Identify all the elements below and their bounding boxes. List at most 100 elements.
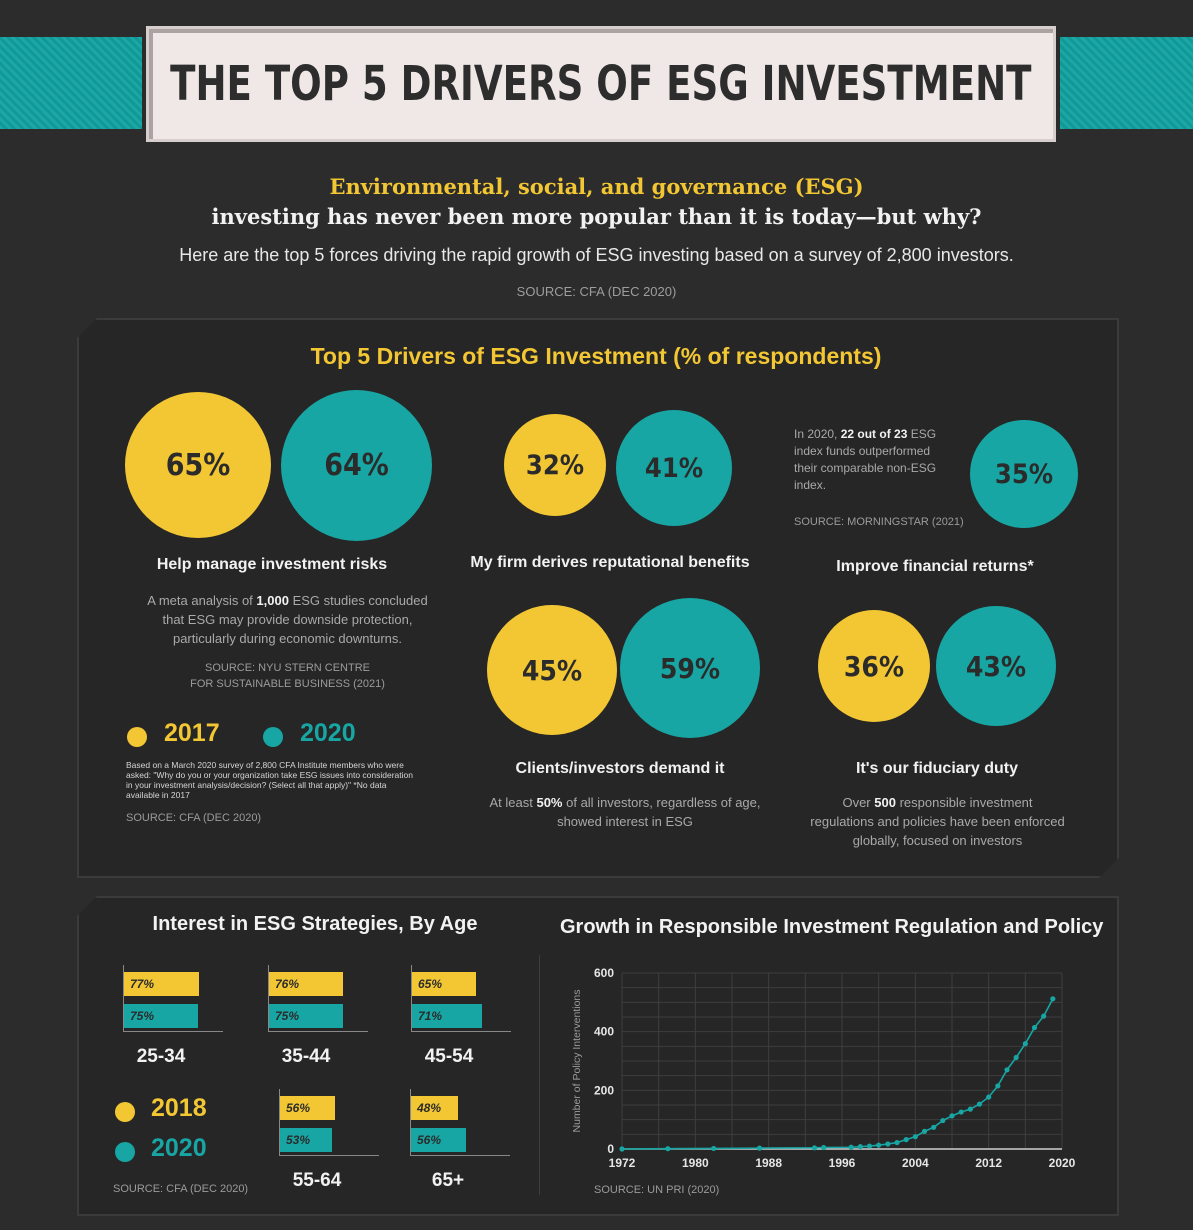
age-bar-2018-65+: 48%: [411, 1096, 459, 1120]
age-label-25-34: 25-34: [136, 1046, 186, 1067]
data-point: [894, 1139, 900, 1146]
x-tick-label: 2004: [902, 1156, 929, 1170]
data-point: [1031, 1024, 1038, 1031]
age-bar-2020-55-64: 53%: [280, 1128, 332, 1152]
data-point: [821, 1144, 827, 1151]
intro-line-1: Environmental, social, and governance (E…: [329, 174, 864, 199]
data-point: [857, 1144, 863, 1150]
data-point: [903, 1137, 909, 1143]
driver-5-2020-circle: 43%: [936, 606, 1056, 726]
data-point: [848, 1144, 854, 1150]
age-chart-title: Interest in ESG Strategies, By Age: [152, 913, 478, 935]
driver-3-note: In 2020, 22 out of 23 ESG index funds ou…: [794, 427, 937, 492]
x-tick-label: 1972: [609, 1156, 636, 1170]
x-tick-label: 1980: [682, 1156, 709, 1170]
driver-2-2020-circle: 41%: [616, 410, 732, 526]
driver-3-2020-circle: 35%: [970, 420, 1078, 528]
age-label-35-44: 35-44: [281, 1046, 331, 1067]
age-label-55-64: 55-64: [292, 1170, 342, 1191]
y-tick-label: 0: [607, 1142, 614, 1156]
data-point: [665, 1146, 671, 1152]
y-tick-label: 400: [594, 1025, 614, 1039]
age-bar-baseline: [410, 1155, 510, 1156]
data-point: [921, 1128, 928, 1134]
data-point: [949, 1113, 955, 1119]
data-point: [931, 1124, 937, 1130]
data-point: [885, 1141, 891, 1147]
drivers-source: SOURCE: CFA (DEC 2020): [126, 812, 262, 824]
charts-panel: [77, 896, 1119, 1216]
age-bar-2018-25-34: 77%: [124, 972, 200, 996]
intro-line-3: Here are the top 5 forces driving the ra…: [179, 245, 1014, 265]
data-point: [811, 1145, 818, 1151]
legend-2020-dot: [263, 727, 283, 747]
driver-4-desc: At least 50% of all investors, regardles…: [489, 795, 761, 829]
age-bar-axis: [123, 965, 124, 1031]
age-bar-axis: [279, 1089, 280, 1155]
data-point: [1050, 996, 1056, 1002]
age-bar-baseline: [279, 1155, 379, 1156]
data-point: [1041, 1013, 1047, 1019]
driver-5-2017-circle: 36%: [818, 610, 930, 722]
age-bar-axis: [268, 965, 269, 1031]
data-point: [912, 1134, 918, 1140]
data-point: [995, 1083, 1001, 1089]
driver-4-2017-circle: 45%: [487, 605, 617, 735]
y-axis-label: Number of Policy Interventions: [571, 990, 583, 1133]
intro-line-2: investing has never been more popular th…: [211, 204, 982, 229]
x-tick-label: 2020: [1049, 1156, 1076, 1170]
data-point: [986, 1094, 992, 1100]
line-chart-source: SOURCE: UN PRI (2020): [594, 1184, 720, 1196]
age-bar-2020-65+: 56%: [411, 1128, 466, 1152]
driver-1-2020-circle: 64%: [281, 390, 432, 541]
x-tick-label: 2012: [975, 1156, 1002, 1170]
age-label-45-54: 45-54: [424, 1046, 474, 1067]
driver-2-2017-circle: 32%: [504, 414, 606, 516]
driver-1-desc: A meta analysis of 1,000 ESG studies con…: [147, 593, 428, 646]
driver-3-label: Improve financial returns*: [836, 558, 1034, 575]
data-point: [711, 1145, 717, 1152]
data-point: [876, 1142, 882, 1148]
data-point: [976, 1101, 983, 1107]
age-bar-2018-55-64: 56%: [280, 1096, 335, 1120]
legend-2017-dot: [127, 727, 147, 747]
data-point: [1022, 1041, 1028, 1047]
driver-4-2020-circle: 59%: [620, 598, 760, 738]
age-bar-baseline: [268, 1031, 368, 1032]
age-bar-baseline: [123, 1031, 223, 1032]
age-legend-2020-label: 2020: [151, 1134, 207, 1162]
age-legend-2020-dot: [115, 1142, 135, 1162]
drivers-panel: [77, 318, 1119, 878]
age-bar-axis: [410, 1089, 411, 1155]
line-chart: 0 200 400 600 1972 1980 1988 1996 2004 2012 2020 Nu…: [571, 966, 1076, 1170]
x-tick-label: 1996: [829, 1156, 856, 1170]
panel-divider: [539, 955, 540, 1195]
driver-5-desc: Over 500 responsible investment regulati…: [810, 795, 1065, 848]
legend-2020-label: 2020: [300, 719, 356, 747]
age-bar-baseline: [411, 1031, 511, 1032]
data-point: [1004, 1067, 1010, 1073]
data-point: [958, 1109, 964, 1115]
data-point: [967, 1106, 973, 1112]
age-chart-source: SOURCE: CFA (DEC 2020): [113, 1183, 249, 1195]
data-point: [940, 1117, 946, 1124]
x-tick-label: 1988: [755, 1156, 782, 1170]
y-tick-label: 200: [594, 1083, 614, 1097]
age-legend-2018-dot: [115, 1102, 135, 1122]
y-tick-label: 600: [594, 966, 614, 980]
data-point: [866, 1143, 873, 1149]
age-bar-2020-45-54: 71%: [412, 1004, 482, 1028]
page-title: THE TOP 5 DRIVERS OF ESG INVESTMENT: [170, 56, 1032, 112]
age-bar-axis: [411, 965, 412, 1031]
driver-5-label: It's our fiduciary duty: [855, 760, 1019, 777]
drivers-title: Top 5 Drivers of ESG Investment (% of re…: [310, 343, 882, 369]
driver-3-source: SOURCE: MORNINGSTAR (2021): [794, 516, 964, 528]
intro-source: SOURCE: CFA (DEC 2020): [516, 284, 677, 299]
age-label-65+: 65+: [431, 1170, 465, 1191]
age-bar-2018-35-44: 76%: [269, 972, 344, 996]
title-plate: THE TOP 5 DRIVERS OF ESG INVESTMENT: [146, 26, 1056, 142]
data-point: [756, 1145, 763, 1151]
age-bar-2018-45-54: 65%: [412, 972, 476, 996]
data-point: [1013, 1054, 1019, 1061]
driver-1-2017-circle: 65%: [125, 392, 271, 538]
